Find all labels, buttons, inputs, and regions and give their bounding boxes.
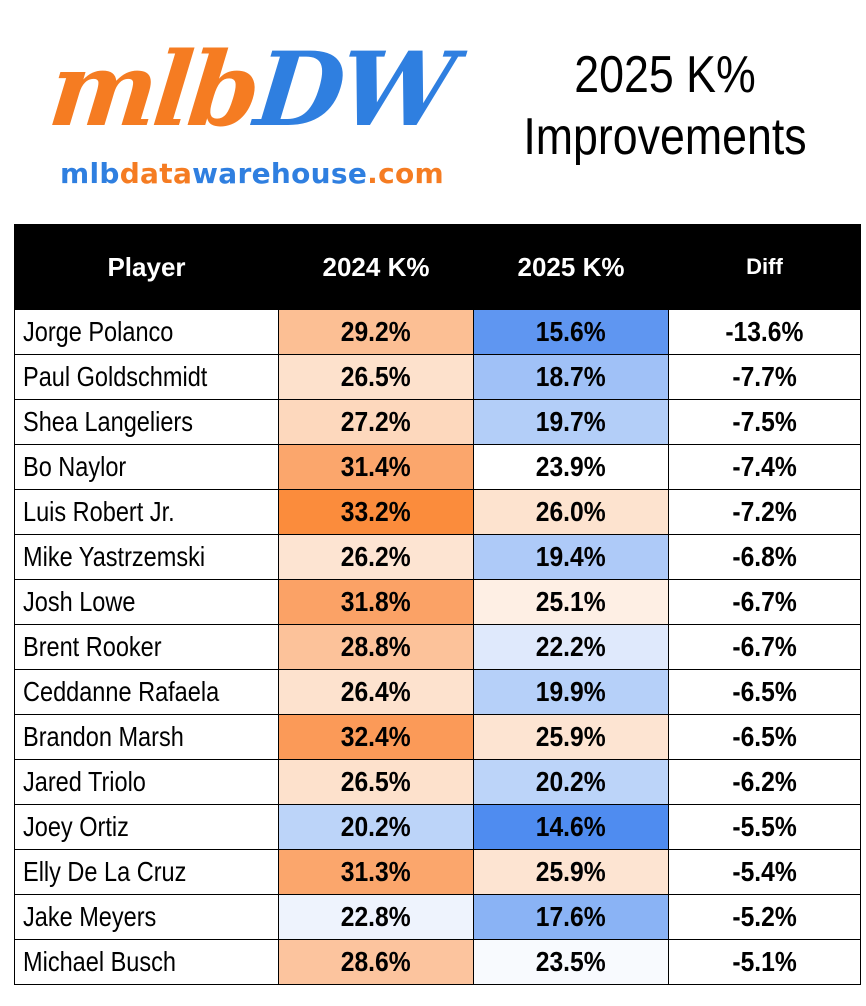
chart-title: 2025 K% Improvements <box>523 44 807 168</box>
table-row: Brent Rooker 28.8% 22.2% -6.7% <box>14 624 861 670</box>
table-row: Jared Triolo 26.5% 20.2% -6.2% <box>14 759 861 805</box>
k-2025-cell: 25.9% <box>473 849 669 895</box>
k-2024-cell: 32.4% <box>278 714 474 760</box>
table-row: Elly De La Cruz 31.3% 25.9% -5.4% <box>14 849 861 895</box>
k-percent-table: Player 2024 K% 2025 K% Diff Jorge Polanc… <box>14 224 861 985</box>
player-name-cell: Brent Rooker <box>14 624 279 670</box>
player-name-cell: Shea Langeliers <box>14 399 279 445</box>
k-2024-cell: 29.2% <box>278 309 474 355</box>
player-name-cell: Bo Naylor <box>14 444 279 490</box>
diff-cell: -6.2% <box>668 759 861 805</box>
table-row: Brandon Marsh 32.4% 25.9% -6.5% <box>14 714 861 760</box>
player-name-cell: Mike Yastrzemski <box>14 534 279 580</box>
k-2024-cell: 22.8% <box>278 894 474 940</box>
mlbdw-logo: mlbDW mlbdatawarehouse.com <box>40 30 470 200</box>
k-2025-cell: 19.7% <box>473 399 669 445</box>
chart-title-line-1: 2025 K% <box>574 46 756 104</box>
diff-cell: -6.7% <box>668 579 861 625</box>
player-name-cell: Jake Meyers <box>14 894 279 940</box>
k-2024-cell: 27.2% <box>278 399 474 445</box>
k-2025-cell: 14.6% <box>473 804 669 850</box>
table-row: Joey Ortiz 20.2% 14.6% -5.5% <box>14 804 861 850</box>
logo-url: mlbdatawarehouse.com <box>60 157 445 190</box>
table-row: Ceddanne Rafaela 26.4% 19.9% -6.5% <box>14 669 861 715</box>
table-row: Luis Robert Jr. 33.2% 26.0% -7.2% <box>14 489 861 535</box>
diff-cell: -13.6% <box>668 309 861 355</box>
chart-title-line-2: Improvements <box>523 108 807 166</box>
k-2024-cell: 28.6% <box>278 939 474 985</box>
diff-cell: -5.4% <box>668 849 861 895</box>
k-2024-cell: 33.2% <box>278 489 474 535</box>
table-row: Jake Meyers 22.8% 17.6% -5.2% <box>14 894 861 940</box>
player-name-cell: Jared Triolo <box>14 759 279 805</box>
diff-cell: -5.5% <box>668 804 861 850</box>
k-2024-cell: 26.5% <box>278 354 474 400</box>
k-2024-cell: 31.8% <box>278 579 474 625</box>
column-header-2024-k: 2024 K% <box>278 224 474 310</box>
player-name-cell: Ceddanne Rafaela <box>14 669 279 715</box>
table-row: Bo Naylor 31.4% 23.9% -7.4% <box>14 444 861 490</box>
k-2025-cell: 19.9% <box>473 669 669 715</box>
k-2024-cell: 31.3% <box>278 849 474 895</box>
k-2024-cell: 26.2% <box>278 534 474 580</box>
diff-cell: -7.4% <box>668 444 861 490</box>
column-header-player: Player <box>14 224 279 310</box>
k-2025-cell: 20.2% <box>473 759 669 805</box>
k-2025-cell: 17.6% <box>473 894 669 940</box>
player-name-cell: Paul Goldschmidt <box>14 354 279 400</box>
k-2024-cell: 28.8% <box>278 624 474 670</box>
table-row: Paul Goldschmidt 26.5% 18.7% -7.7% <box>14 354 861 400</box>
diff-cell: -6.8% <box>668 534 861 580</box>
k-2025-cell: 15.6% <box>473 309 669 355</box>
k-2025-cell: 25.1% <box>473 579 669 625</box>
diff-cell: -5.2% <box>668 894 861 940</box>
k-2024-cell: 31.4% <box>278 444 474 490</box>
player-name-cell: Luis Robert Jr. <box>14 489 279 535</box>
diff-cell: -7.5% <box>668 399 861 445</box>
k-2025-cell: 19.4% <box>473 534 669 580</box>
k-2024-cell: 20.2% <box>278 804 474 850</box>
player-name-cell: Jorge Polanco <box>14 309 279 355</box>
column-header-diff: Diff <box>668 224 861 310</box>
player-name-cell: Michael Busch <box>14 939 279 985</box>
k-2025-cell: 18.7% <box>473 354 669 400</box>
table-row: Michael Busch 28.6% 23.5% -5.1% <box>14 939 861 985</box>
table-row: Josh Lowe 31.8% 25.1% -6.7% <box>14 579 861 625</box>
k-2025-cell: 22.2% <box>473 624 669 670</box>
player-name-cell: Joey Ortiz <box>14 804 279 850</box>
player-name-cell: Elly De La Cruz <box>14 849 279 895</box>
table-header-row: Player 2024 K% 2025 K% Diff <box>14 224 861 310</box>
table-row: Shea Langeliers 27.2% 19.7% -7.5% <box>14 399 861 445</box>
k-2025-cell: 23.9% <box>473 444 669 490</box>
diff-cell: -6.7% <box>668 624 861 670</box>
diff-cell: -6.5% <box>668 714 861 760</box>
player-name-cell: Brandon Marsh <box>14 714 279 760</box>
column-header-2025-k: 2025 K% <box>473 224 669 310</box>
k-2024-cell: 26.4% <box>278 669 474 715</box>
player-name-cell: Josh Lowe <box>14 579 279 625</box>
k-2025-cell: 26.0% <box>473 489 669 535</box>
diff-cell: -7.7% <box>668 354 861 400</box>
diff-cell: -6.5% <box>668 669 861 715</box>
diff-cell: -5.1% <box>668 939 861 985</box>
k-2025-cell: 25.9% <box>473 714 669 760</box>
logo-wordmark: mlbDW <box>43 30 458 150</box>
table-row: Mike Yastrzemski 26.2% 19.4% -6.8% <box>14 534 861 580</box>
diff-cell: -7.2% <box>668 489 861 535</box>
k-2025-cell: 23.5% <box>473 939 669 985</box>
k-2024-cell: 26.5% <box>278 759 474 805</box>
table-row: Jorge Polanco 29.2% 15.6% -13.6% <box>14 309 861 355</box>
